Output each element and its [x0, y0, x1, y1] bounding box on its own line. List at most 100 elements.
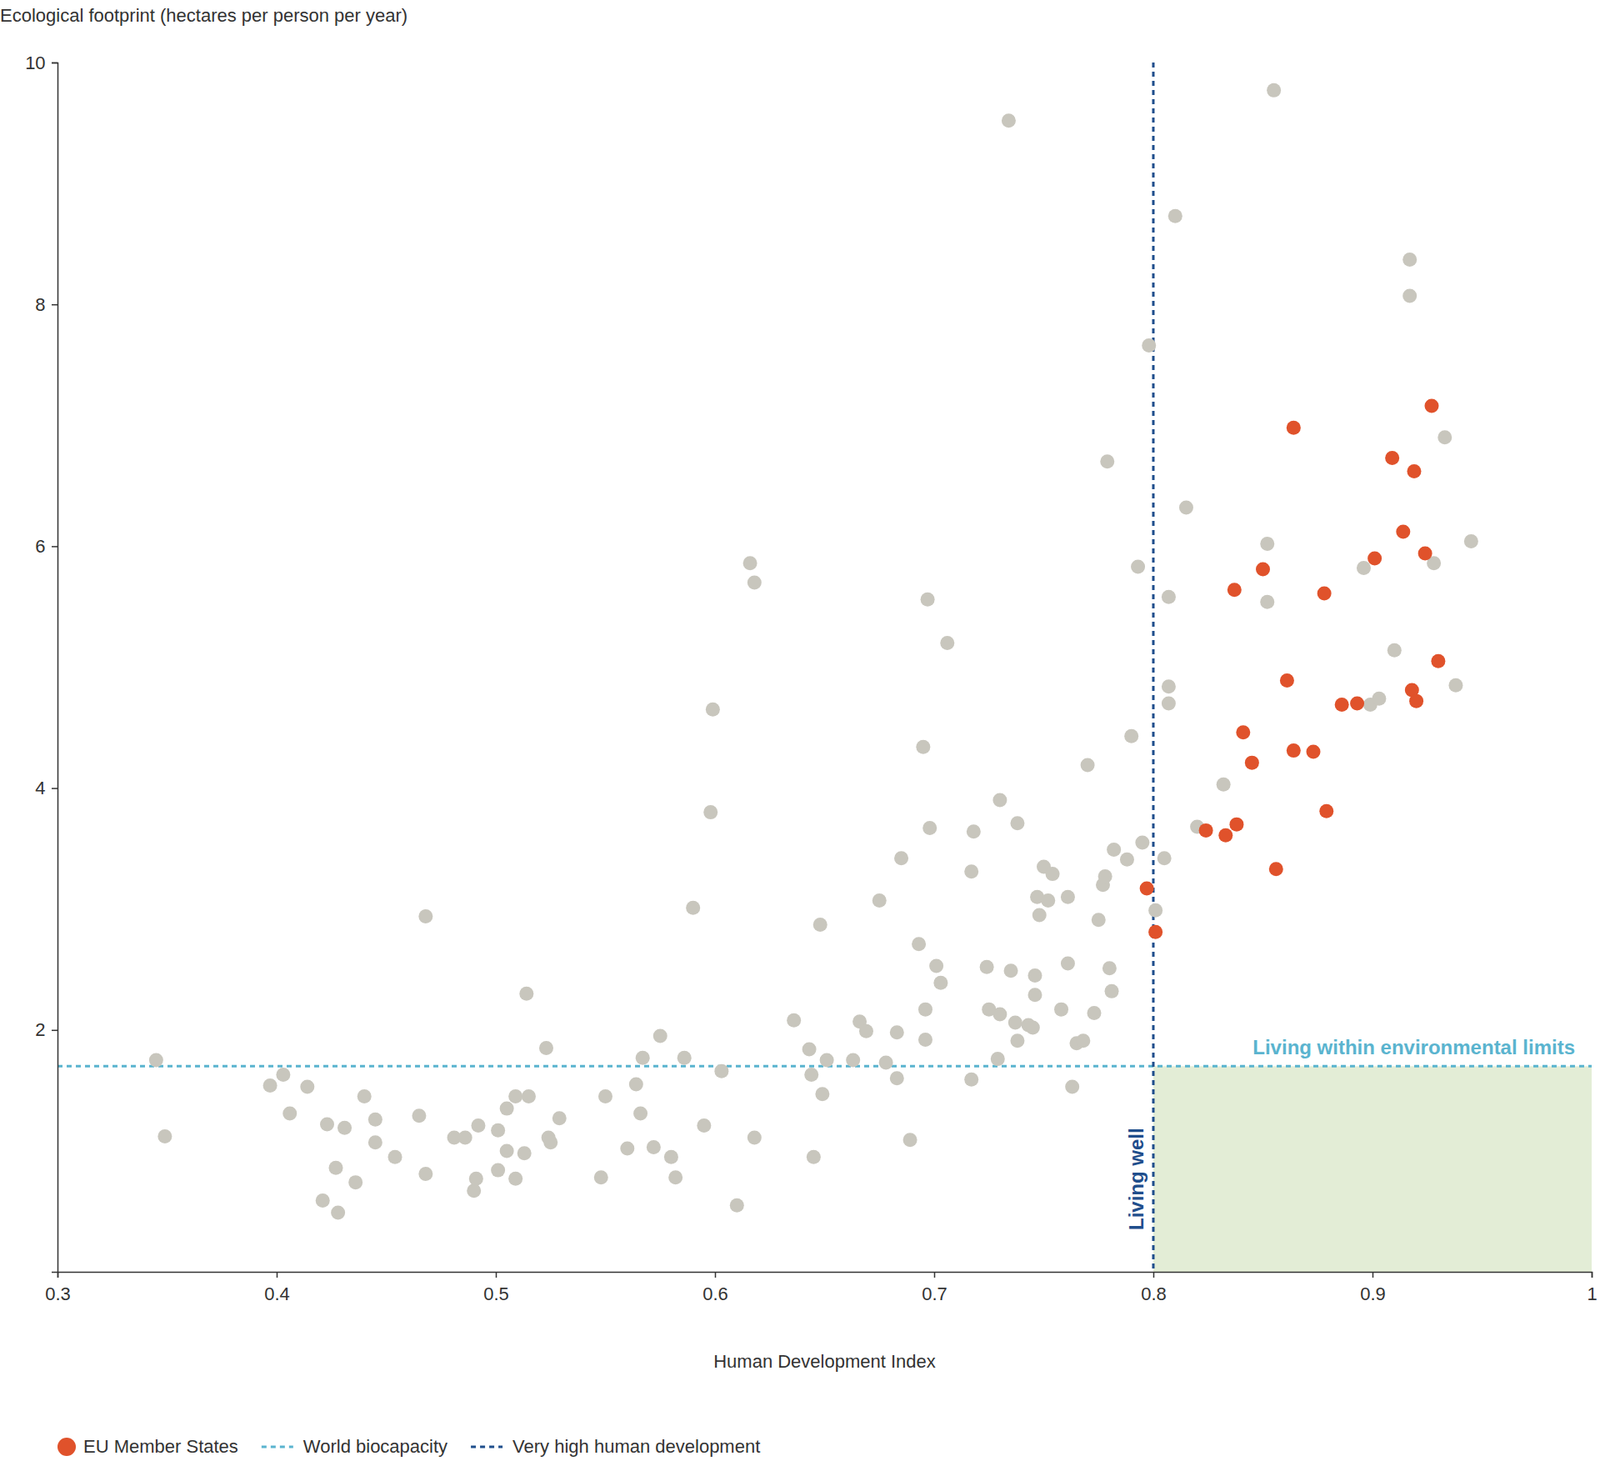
tick-label: 10: [25, 52, 45, 74]
tick-label: 4: [35, 777, 45, 799]
data-point: [282, 1105, 297, 1120]
data-point: [1317, 585, 1332, 600]
data-point: [1356, 560, 1371, 575]
tick-mark: [276, 1271, 279, 1278]
data-point: [500, 1143, 515, 1158]
data-point: [804, 1067, 819, 1082]
tick-label: 0.9: [1360, 1283, 1386, 1305]
data-point: [964, 1072, 979, 1087]
data-point: [1106, 842, 1121, 857]
tick: 10: [25, 52, 58, 74]
data-point: [653, 1029, 668, 1044]
data-point: [1430, 654, 1445, 669]
data-point: [1080, 758, 1095, 773]
data-point: [1409, 694, 1424, 709]
data-point: [1402, 252, 1417, 267]
legend-item: EU Member States: [57, 1435, 239, 1457]
tick-label: 0.7: [921, 1283, 948, 1305]
data-point: [368, 1112, 383, 1127]
data-point: [594, 1170, 609, 1185]
data-point: [747, 575, 762, 590]
data-point: [539, 1040, 554, 1055]
data-point: [1010, 815, 1025, 830]
data-point: [992, 793, 1007, 808]
tick-label: 8: [35, 294, 45, 315]
data-point: [1385, 450, 1400, 465]
data-point: [747, 1130, 762, 1145]
data-point: [466, 1183, 481, 1198]
data-point: [320, 1116, 335, 1131]
data-point: [815, 1086, 830, 1101]
data-point: [1060, 955, 1075, 970]
data-point: [418, 1166, 433, 1181]
data-point: [964, 864, 979, 879]
data-point: [918, 1032, 933, 1047]
legend-swatch: [261, 1445, 294, 1449]
data-point: [1260, 536, 1275, 551]
data-point: [635, 1050, 650, 1065]
data-point: [149, 1053, 164, 1068]
data-point: [872, 893, 887, 908]
tick: 2: [35, 1019, 58, 1040]
data-point: [677, 1050, 692, 1065]
axis-line: [51, 63, 59, 1273]
data-point: [703, 805, 718, 820]
data-point: [1280, 673, 1295, 688]
x-axis: 0.30.40.50.60.70.80.91: [45, 1271, 1597, 1305]
data-point: [418, 909, 433, 924]
data-point: [1025, 1020, 1040, 1035]
data-point: [1418, 546, 1433, 561]
data-point: [368, 1135, 383, 1150]
tick-label: 0.8: [1140, 1283, 1167, 1305]
data-point: [500, 1101, 515, 1116]
data-point: [990, 1051, 1005, 1066]
tick-label: 6: [35, 535, 45, 557]
data-point: [330, 1205, 345, 1220]
tick-label: 0.6: [702, 1283, 729, 1305]
annotation: Living within environmental limits: [1252, 1035, 1575, 1059]
data-point: [980, 960, 995, 975]
data-point: [696, 1118, 711, 1133]
data-point: [664, 1150, 679, 1165]
data-point: [1402, 289, 1417, 304]
legend-label: Very high human development: [512, 1435, 760, 1457]
data-point: [1255, 561, 1270, 576]
data-point: [802, 1042, 817, 1057]
data-point: [1387, 643, 1402, 658]
data-point: [859, 1024, 874, 1039]
data-point: [1102, 960, 1117, 975]
data-point: [629, 1077, 644, 1092]
data-point: [1148, 925, 1163, 940]
data-point: [820, 1053, 835, 1068]
data-point: [890, 1025, 905, 1040]
target-region: [1153, 1065, 1592, 1272]
data-point: [1054, 1002, 1069, 1017]
data-point: [1199, 823, 1214, 838]
data-point: [992, 1006, 1007, 1021]
data-point: [315, 1193, 330, 1208]
data-point: [1227, 582, 1242, 597]
tick-mark: [934, 1271, 936, 1278]
data-point: [1260, 595, 1275, 610]
data-point: [1105, 984, 1120, 999]
data-point: [730, 1198, 745, 1213]
tick-label: 2: [35, 1019, 45, 1040]
data-point: [1286, 420, 1301, 435]
data-point: [845, 1053, 860, 1068]
data-point: [1161, 679, 1176, 694]
data-point: [1065, 1079, 1080, 1094]
data-point: [922, 820, 937, 835]
data-point: [1141, 338, 1156, 353]
data-point: [1406, 464, 1421, 479]
data-point: [1464, 534, 1479, 549]
data-point: [1124, 729, 1139, 744]
tick-mark: [1372, 1271, 1375, 1278]
tick-mark: [495, 1271, 498, 1278]
data-point: [490, 1123, 505, 1138]
data-point: [1269, 861, 1284, 876]
tick: 0.5: [483, 1271, 510, 1305]
tick-mark: [51, 545, 58, 548]
tick-label: 0.3: [45, 1283, 71, 1305]
data-point: [1335, 697, 1350, 712]
data-point: [966, 824, 981, 839]
